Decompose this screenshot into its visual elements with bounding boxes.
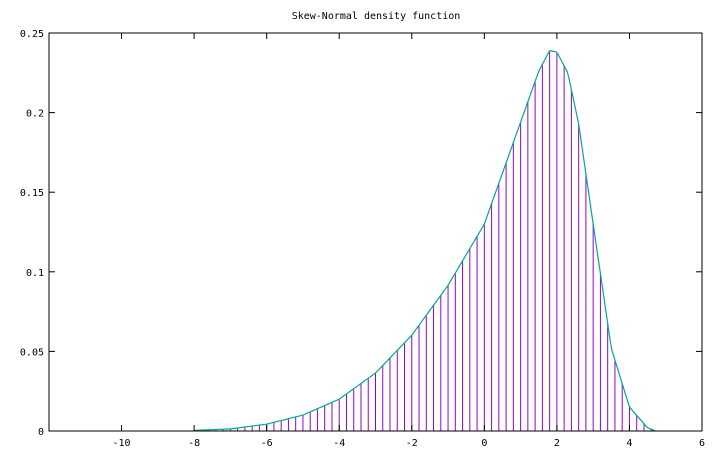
- y-tick-label: 0.1: [26, 268, 44, 279]
- x-tick-label: -8: [188, 438, 200, 449]
- x-tick-label: -4: [333, 438, 345, 449]
- x-axis: -10 -8 -6 -4 -2 0 2 4 6: [113, 33, 705, 449]
- y-tick-label: 0.05: [20, 347, 44, 358]
- x-tick-label: -6: [261, 438, 273, 449]
- y-tick-label: 0: [38, 427, 44, 438]
- x-tick-label: 0: [481, 438, 487, 449]
- x-tick-label: -2: [406, 438, 418, 449]
- x-tick-label: 4: [626, 438, 632, 449]
- impulse-series: [193, 50, 652, 431]
- density-curve: [194, 50, 656, 432]
- plot-frame: [48, 32, 703, 432]
- y-tick-label: 0.2: [26, 109, 44, 120]
- x-tick-label: 2: [554, 438, 560, 449]
- y-axis: 0 0.05 0.1 0.15 0.2 0.25: [20, 29, 702, 438]
- y-tick-label: 0.15: [20, 188, 44, 199]
- x-tick-label: -10: [113, 438, 131, 449]
- y-tick-label: 0.25: [20, 29, 44, 40]
- chart-title: Skew-Normal density function: [292, 11, 461, 22]
- x-tick-label: 6: [699, 438, 705, 449]
